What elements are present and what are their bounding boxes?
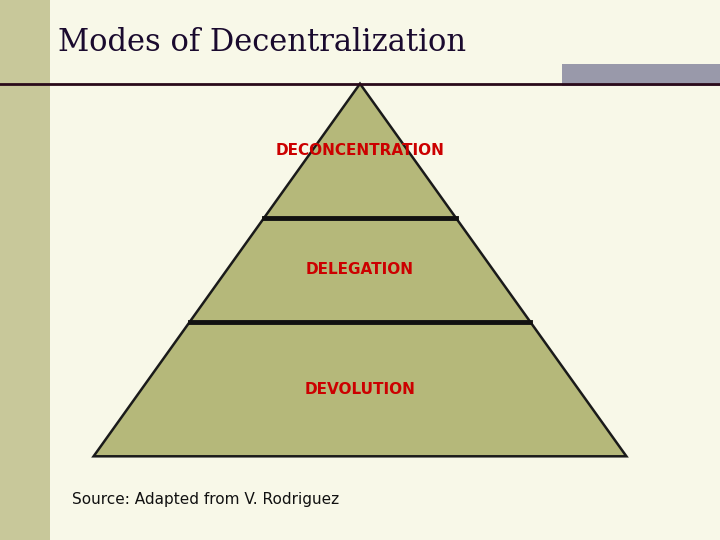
Text: DELEGATION: DELEGATION [306, 262, 414, 278]
Text: DEVOLUTION: DEVOLUTION [305, 382, 415, 397]
Polygon shape [94, 84, 626, 456]
Text: DECONCENTRATION: DECONCENTRATION [276, 143, 444, 158]
Bar [0, 0, 50, 540]
Bar [562, 64, 720, 86]
Text: Modes of Decentralization: Modes of Decentralization [58, 27, 466, 58]
Text: Source: Adapted from V. Rodriguez: Source: Adapted from V. Rodriguez [72, 492, 339, 507]
